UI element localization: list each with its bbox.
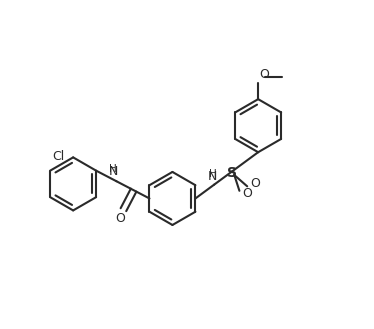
Text: O: O bbox=[259, 68, 269, 81]
Text: O: O bbox=[116, 212, 126, 225]
Text: N: N bbox=[208, 170, 217, 183]
Text: O: O bbox=[242, 187, 252, 200]
Text: H: H bbox=[109, 164, 117, 174]
Text: N: N bbox=[108, 165, 118, 178]
Text: H: H bbox=[209, 169, 217, 179]
Text: S: S bbox=[227, 166, 237, 180]
Text: Cl: Cl bbox=[52, 150, 64, 163]
Text: O: O bbox=[250, 177, 260, 190]
